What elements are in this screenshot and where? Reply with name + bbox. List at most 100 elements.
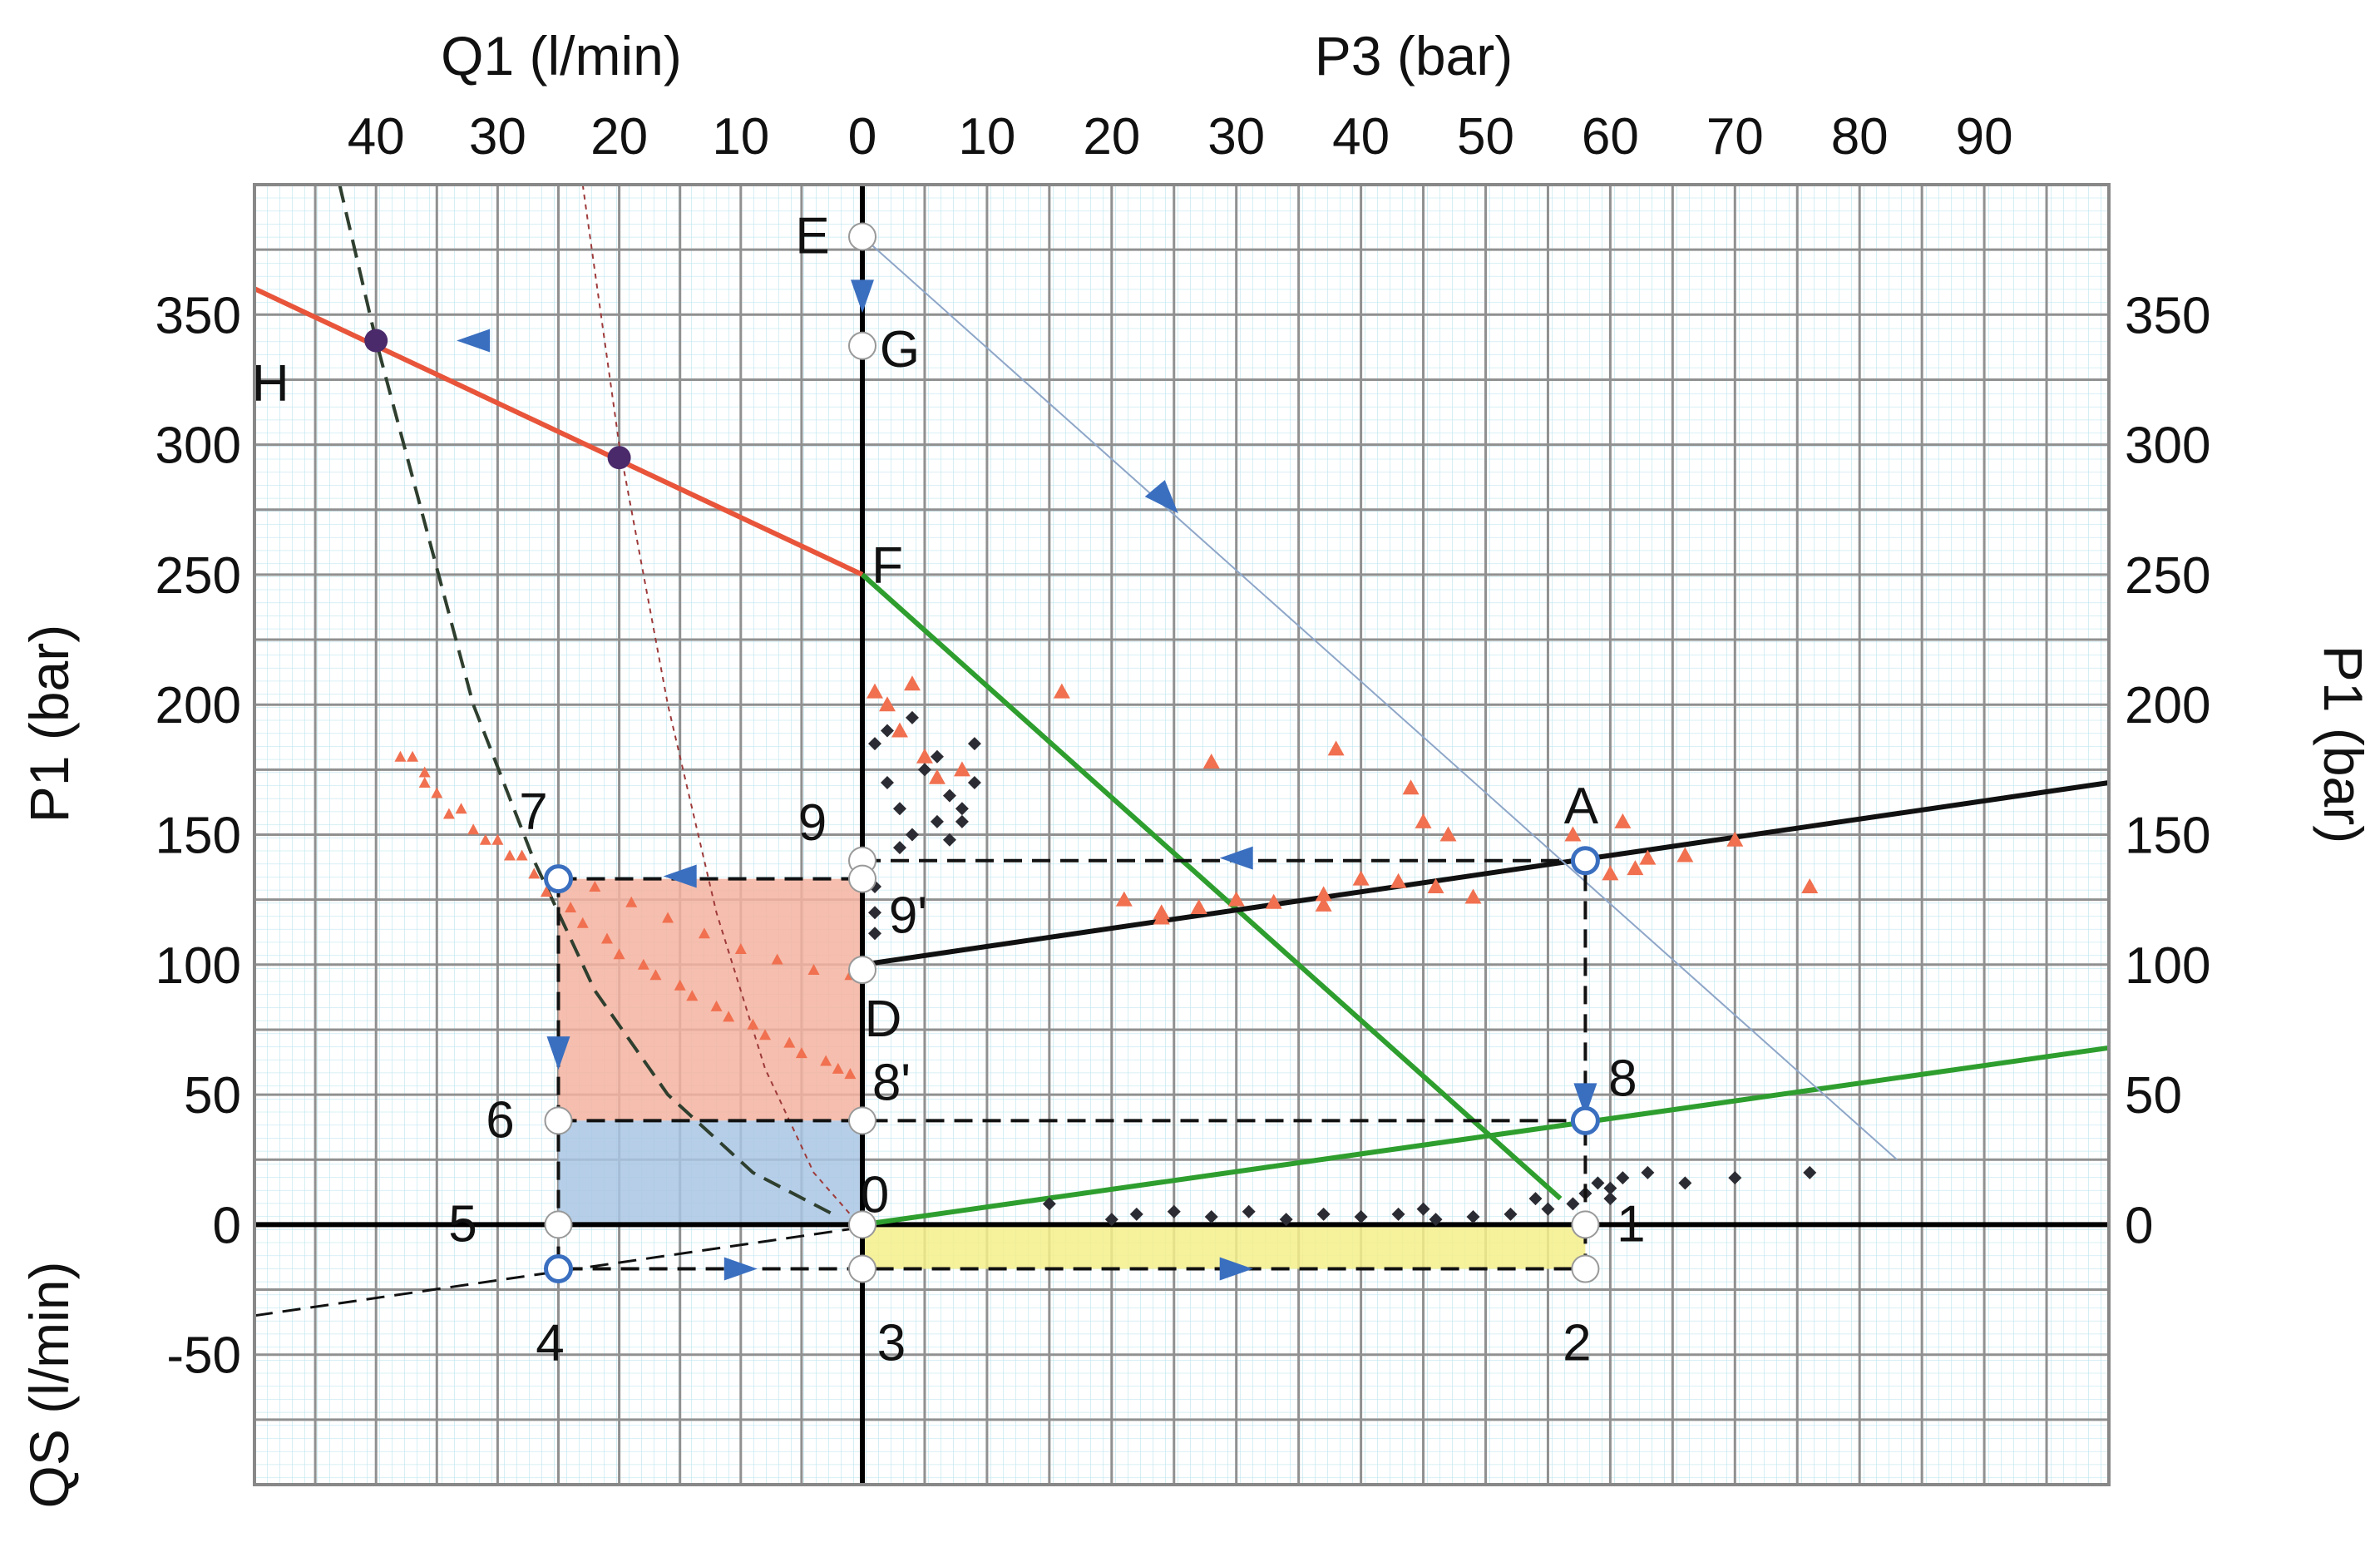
dark-point	[880, 775, 894, 789]
tick-label: 90	[1956, 108, 2013, 166]
state-point	[848, 222, 876, 251]
dark-point	[1204, 1210, 1218, 1224]
point-label: 9	[798, 794, 827, 852]
orange-point	[600, 932, 613, 944]
point-label: D	[865, 991, 902, 1048]
direction-arrow-icon	[1219, 1257, 1253, 1281]
tick-label: 70	[1706, 108, 1764, 166]
dark-point	[942, 833, 956, 847]
dashed-line	[254, 1226, 863, 1317]
dark-point	[1803, 1165, 1817, 1179]
tick-label: 50	[2125, 1067, 2182, 1124]
intersection-point	[607, 446, 631, 470]
state-point-highlight	[544, 1254, 573, 1284]
direction-arrow-icon	[1144, 480, 1178, 514]
tick-label: 200	[2125, 677, 2210, 734]
state-point	[544, 1210, 573, 1239]
tick-label: 40	[348, 108, 405, 166]
point-label: 4	[536, 1315, 564, 1372]
tick-label: 250	[2125, 547, 2210, 605]
orange-point	[953, 761, 970, 777]
tick-label: 60	[1582, 108, 1639, 166]
state-point-highlight	[1570, 846, 1600, 876]
state-point	[848, 331, 876, 360]
tick-label: 80	[1831, 108, 1889, 166]
orange-point	[479, 833, 491, 845]
dark-point	[955, 802, 969, 816]
plot-frame	[253, 183, 2111, 1486]
point-label: F	[872, 537, 903, 595]
orange-point	[844, 1068, 857, 1080]
shaded-region	[558, 878, 862, 1121]
tick-label: 10	[712, 108, 769, 166]
dark-point	[1616, 1171, 1630, 1185]
dark-point	[1678, 1176, 1692, 1190]
dark-point	[1728, 1171, 1742, 1185]
state-point	[848, 1210, 876, 1239]
orange-point	[1115, 891, 1133, 907]
series-line	[253, 286, 864, 577]
state-point	[1571, 1210, 1600, 1239]
dark-point	[1541, 1202, 1555, 1216]
dark-point	[892, 802, 906, 816]
dark-point	[930, 814, 944, 828]
dark-point	[867, 927, 881, 941]
direction-arrow-icon	[457, 329, 491, 353]
orange-point	[528, 867, 541, 879]
dark-point	[1416, 1202, 1430, 1216]
orange-point	[589, 881, 601, 892]
dark-point	[1104, 1213, 1118, 1227]
orange-point	[1352, 870, 1370, 886]
state-point-highlight	[1570, 1105, 1600, 1135]
orange-point	[1614, 813, 1632, 828]
tick-label: 30	[1207, 108, 1265, 166]
dark-point	[1641, 1165, 1655, 1179]
orange-point	[903, 675, 921, 691]
orange-point	[455, 803, 467, 814]
left-axis-title-upper: P1 (bar)	[18, 625, 80, 823]
point-label: 9'	[889, 887, 927, 945]
orange-point	[442, 808, 455, 819]
tick-label: 300	[156, 418, 241, 475]
direction-arrow-icon	[1219, 846, 1253, 870]
series-line	[862, 780, 2110, 967]
orange-point	[418, 776, 431, 788]
orange-point	[1676, 847, 1694, 863]
orange-point	[1053, 683, 1070, 699]
orange-point	[1315, 896, 1332, 912]
orange-point	[576, 917, 589, 928]
orange-point	[491, 833, 504, 845]
dark-point	[1603, 1181, 1617, 1195]
dark-point	[1354, 1210, 1368, 1224]
direction-arrow-icon	[851, 279, 874, 314]
dark-point	[967, 775, 981, 789]
dark-point	[1429, 1213, 1443, 1227]
dark-point	[880, 724, 894, 738]
point-label: E	[795, 208, 829, 265]
dark-point	[930, 749, 944, 764]
orange-point	[565, 902, 577, 913]
dark-point	[1129, 1207, 1143, 1221]
tick-label: 350	[156, 287, 241, 344]
state-point	[848, 1254, 876, 1283]
orange-point	[1327, 740, 1345, 756]
orange-point	[759, 1029, 772, 1040]
dark-point	[1391, 1207, 1405, 1221]
tick-label: 100	[156, 937, 241, 995]
point-label: 1	[1617, 1195, 1645, 1253]
orange-point	[1602, 865, 1619, 881]
state-point	[848, 864, 876, 893]
tick-label: 10	[958, 108, 1015, 166]
series-line	[861, 572, 1563, 1201]
intersection-point	[364, 329, 388, 353]
tick-label: 20	[1083, 108, 1140, 166]
point-label: 8'	[872, 1054, 911, 1111]
orange-point	[820, 1055, 832, 1066]
tick-label: -50	[166, 1327, 241, 1385]
tick-label: 40	[1332, 108, 1390, 166]
orange-point	[504, 849, 516, 861]
point-label: H	[252, 355, 289, 413]
dark-point	[867, 906, 881, 920]
orange-point	[747, 1018, 759, 1030]
